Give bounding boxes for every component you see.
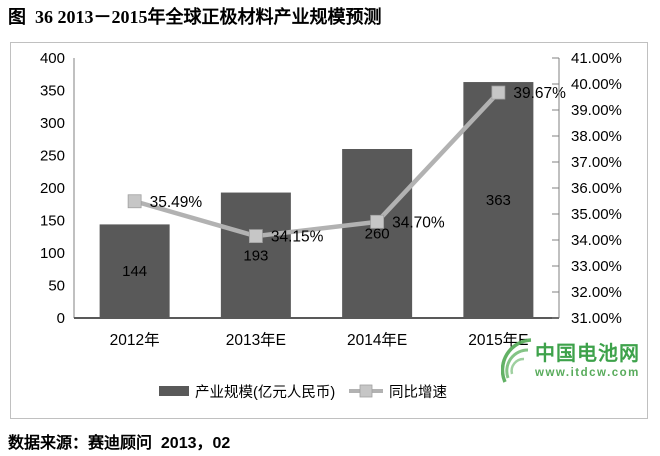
left-axis-tick-label: 400 <box>40 50 65 67</box>
left-axis-tick-label: 0 <box>57 310 65 327</box>
legend-line-label: 同比增速 <box>389 384 447 401</box>
growth-value-label: 39.67% <box>513 85 566 102</box>
growth-marker <box>248 229 263 244</box>
growth-marker <box>127 194 142 209</box>
legend-bar-label: 产业规模(亿元人民币) <box>195 384 335 401</box>
watermark-site-url: www.itdcw.com <box>535 367 640 380</box>
bar <box>342 149 413 318</box>
right-axis-tick-label: 32.00% <box>571 284 622 301</box>
combo-chart: 144 193 260 363 35.49% 34.15% 34.70% 39.67% 400 3… <box>40 50 622 401</box>
legend-bar-swatch <box>159 386 189 396</box>
right-axis-tick-label: 37.00% <box>571 154 622 171</box>
category-label: 2012年 <box>110 331 160 349</box>
chart-area: 144 193 260 363 35.49% 34.15% 34.70% 39.67% 400 3… <box>10 42 648 419</box>
left-axis-tick-label: 200 <box>40 180 65 197</box>
left-axis-tick-label: 250 <box>40 148 65 165</box>
growth-marker <box>370 214 385 229</box>
right-axis-tick-label: 34.00% <box>571 232 622 249</box>
bar-value-label: 144 <box>122 263 147 280</box>
left-axis-tick-label: 50 <box>48 278 65 295</box>
category-label: 2015年E <box>468 331 528 349</box>
watermark-swirl-icon <box>501 338 532 383</box>
bar <box>220 192 291 318</box>
watermark: 中国电池网 www.itdcw.com <box>501 336 640 388</box>
growth-value-label: 35.49% <box>150 194 203 211</box>
left-axis-tick-label: 100 <box>40 245 65 262</box>
bar <box>99 224 170 318</box>
right-axis-tick-label: 40.00% <box>571 76 622 93</box>
category-label: 2013年E <box>226 331 286 349</box>
left-axis-tick-label: 300 <box>40 115 65 132</box>
left-axis-tick-label: 150 <box>40 213 65 230</box>
growth-marker <box>491 85 506 100</box>
right-axis-tick-label: 38.00% <box>571 128 622 145</box>
growth-line <box>134 91 501 239</box>
growth-value-label: 34.70% <box>392 214 445 231</box>
watermark-site-name: 中国电池网 <box>535 343 640 366</box>
right-axis-tick-label: 35.00% <box>571 206 622 223</box>
right-axis-tick-label: 39.00% <box>571 102 622 119</box>
figure-title: 图 36 2013－2015年全球正极材料产业规模预测 <box>8 7 382 27</box>
bar-value-label: 260 <box>365 226 390 243</box>
bar-value-label: 193 <box>243 247 268 264</box>
data-source: 数据来源：赛迪顾问 2013，02 <box>8 435 231 452</box>
right-axis-tick-label: 36.00% <box>571 180 622 197</box>
left-axis-tick-label: 350 <box>40 83 65 100</box>
bar <box>463 82 534 318</box>
right-axis-tick-label: 31.00% <box>571 310 622 327</box>
right-axis-tick-label: 33.00% <box>571 258 622 275</box>
growth-value-label: 34.15% <box>271 229 324 246</box>
category-label: 2014年E <box>347 331 407 349</box>
bar-value-label: 363 <box>486 192 511 209</box>
legend-line-marker <box>359 384 373 398</box>
right-axis-tick-label: 41.00% <box>571 50 622 67</box>
